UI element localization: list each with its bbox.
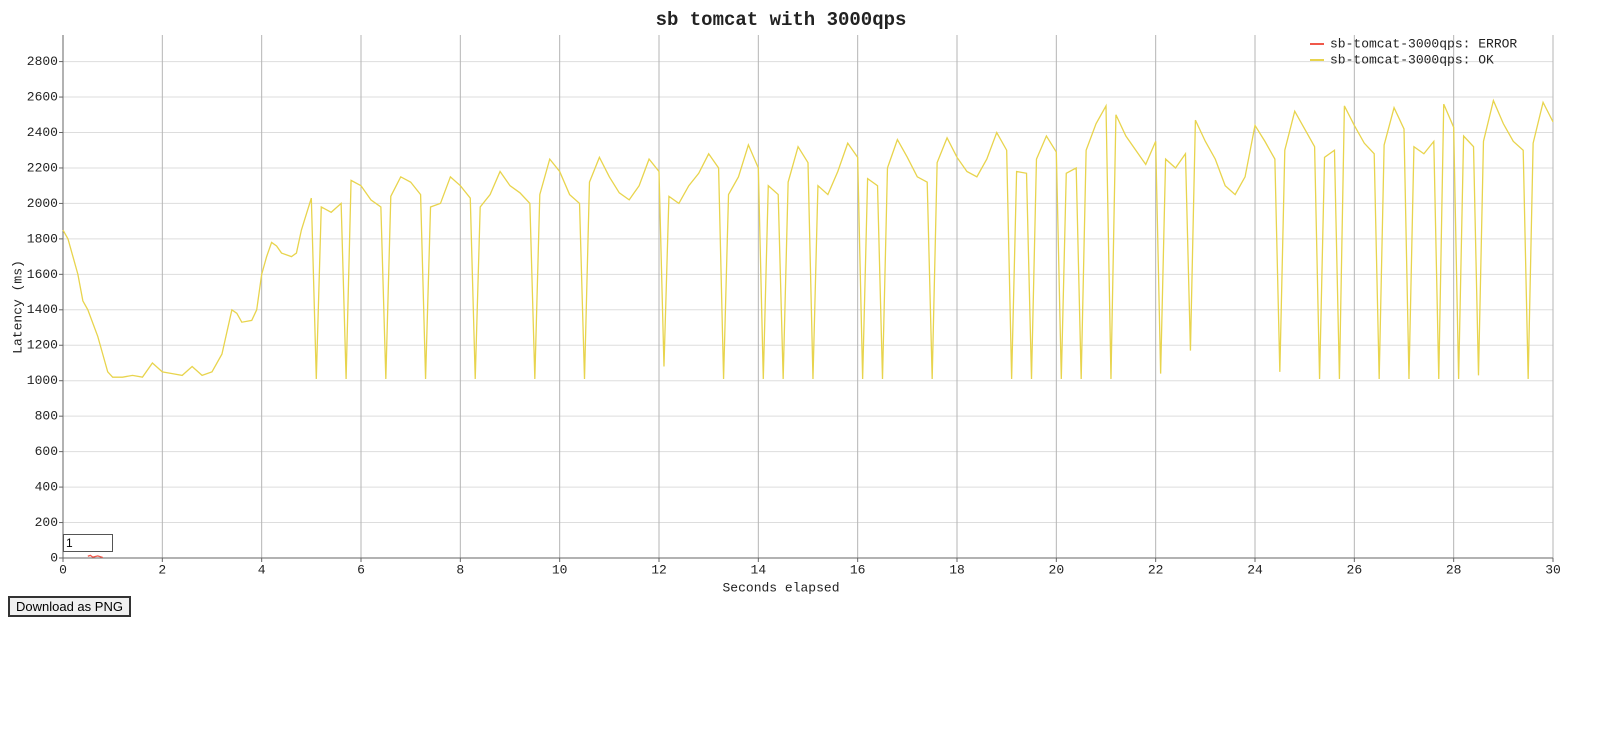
y-tick-label: 200 — [35, 515, 58, 530]
y-tick-label: 2000 — [27, 196, 58, 211]
y-tick-label: 1800 — [27, 231, 58, 246]
roll-period-input[interactable] — [63, 534, 113, 552]
x-tick-label: 14 — [751, 562, 767, 577]
y-tick-label: 400 — [35, 480, 58, 495]
x-tick-label: 0 — [59, 562, 67, 577]
y-tick-label: 1400 — [27, 302, 58, 317]
x-tick-label: 10 — [552, 562, 568, 577]
x-tick-label: 6 — [357, 562, 365, 577]
x-tick-label: 18 — [949, 562, 965, 577]
x-tick-label: 28 — [1446, 562, 1462, 577]
x-tick-label: 12 — [651, 562, 667, 577]
x-tick-label: 24 — [1247, 562, 1263, 577]
chart-title: sb tomcat with 3000qps — [656, 9, 907, 31]
y-tick-label: 1200 — [27, 338, 58, 353]
y-tick-label: 800 — [35, 409, 58, 424]
x-tick-label: 26 — [1347, 562, 1363, 577]
y-tick-label: 0 — [50, 550, 58, 565]
x-tick-label: 16 — [850, 562, 866, 577]
x-tick-label: 2 — [158, 562, 166, 577]
series-line — [62, 98, 1554, 379]
y-tick-label: 1600 — [27, 267, 58, 282]
x-tick-label: 8 — [456, 562, 464, 577]
y-tick-label: 1000 — [27, 373, 58, 388]
x-tick-label: 30 — [1545, 562, 1561, 577]
y-tick-label: 2800 — [27, 54, 58, 69]
x-tick-label: 20 — [1049, 562, 1065, 577]
y-tick-label: 2600 — [27, 89, 58, 104]
legend-label: sb-tomcat-3000qps: OK — [1330, 52, 1494, 67]
legend-label: sb-tomcat-3000qps: ERROR — [1330, 36, 1517, 51]
x-tick-label: 4 — [258, 562, 266, 577]
series-line — [87, 554, 103, 559]
y-tick-label: 2400 — [27, 125, 58, 140]
y-tick-label: 2200 — [27, 160, 58, 175]
x-tick-label: 22 — [1148, 562, 1164, 577]
y-tick-label: 600 — [35, 444, 58, 459]
y-axis-label: Latency (ms) — [10, 260, 25, 354]
chart: sb tomcat with 3000qps Seconds elapsed L… — [10, 9, 1561, 595]
x-axis-label: Seconds elapsed — [722, 580, 839, 595]
download-button[interactable]: Download as PNG — [8, 596, 131, 617]
